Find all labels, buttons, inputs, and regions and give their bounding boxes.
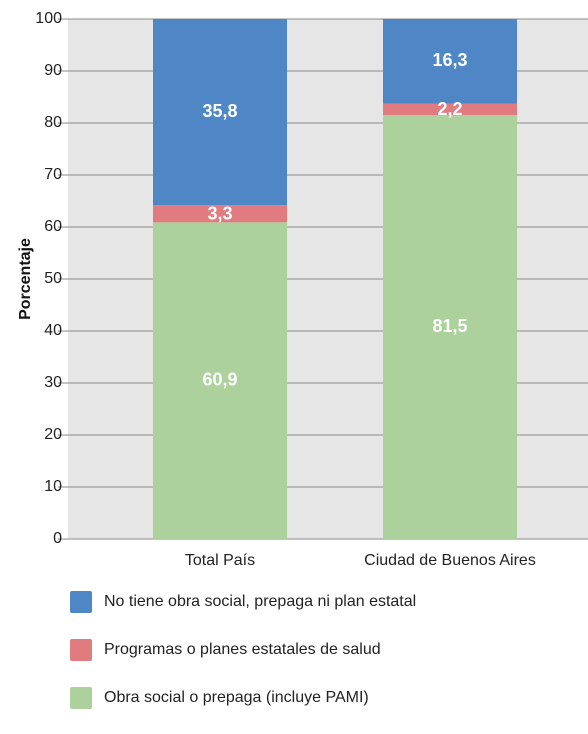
y-tick-label: 10: [44, 478, 62, 495]
data-label: 81,5: [432, 316, 467, 336]
legend-item: Obra social o prepaga (incluye PAMI): [70, 686, 416, 710]
x-category-label: Total País: [185, 552, 255, 569]
legend-label: Obra social o prepaga (incluye PAMI): [104, 689, 369, 706]
legend-swatch: [70, 687, 92, 709]
bar-segment: [153, 205, 287, 223]
data-label: 3,3: [207, 203, 232, 223]
data-label: 16,3: [432, 50, 467, 70]
y-tick-label: 60: [44, 218, 62, 235]
legend-label: Programas o planes estatales de salud: [104, 641, 381, 658]
bars: [153, 19, 517, 539]
y-tick-label: 80: [44, 114, 62, 131]
data-label: 60,9: [202, 369, 237, 389]
bar-segment: [153, 222, 287, 539]
stacked-bar-chart: 0 10 20 30 40 50 60 70 80 90 100 60,9 3,3 35,8 81,5 2,…: [17, 10, 588, 569]
y-tick-label: 0: [53, 530, 62, 547]
y-tick-label: 20: [44, 426, 62, 443]
legend-item: No tiene obra social, prepaga ni plan es…: [70, 590, 416, 614]
y-tick-label: 100: [35, 10, 62, 27]
legend-swatch: [70, 639, 92, 661]
x-category-label: Ciudad de Buenos Aires: [364, 552, 536, 569]
legend-swatch: [70, 591, 92, 613]
data-label: 2,2: [437, 99, 462, 119]
data-labels: 60,9 3,3 35,8 81,5 2,2 16,3: [202, 50, 467, 389]
legend-label: No tiene obra social, prepaga ni plan es…: [104, 593, 417, 610]
legend: No tiene obra social, prepaga ni plan es…: [70, 590, 416, 734]
data-label: 35,8: [202, 101, 237, 121]
legend-item: Programas o planes estatales de salud: [70, 638, 416, 662]
y-tick-label: 30: [44, 374, 62, 391]
y-tick-label: 90: [44, 62, 62, 79]
y-tick-label: 70: [44, 166, 62, 183]
x-axis-categories: Total País Ciudad de Buenos Aires: [185, 552, 536, 569]
bar-segment: [383, 115, 517, 539]
bar-segment: [383, 103, 517, 116]
y-tick-label: 50: [44, 270, 62, 287]
y-axis-ticks: 0 10 20 30 40 50 60 70 80 90 100: [35, 10, 62, 547]
bar-segment: [383, 19, 517, 104]
y-axis-label: Porcentaje: [17, 238, 34, 320]
y-tick-label: 40: [44, 322, 62, 339]
bar-segment: [153, 19, 287, 206]
